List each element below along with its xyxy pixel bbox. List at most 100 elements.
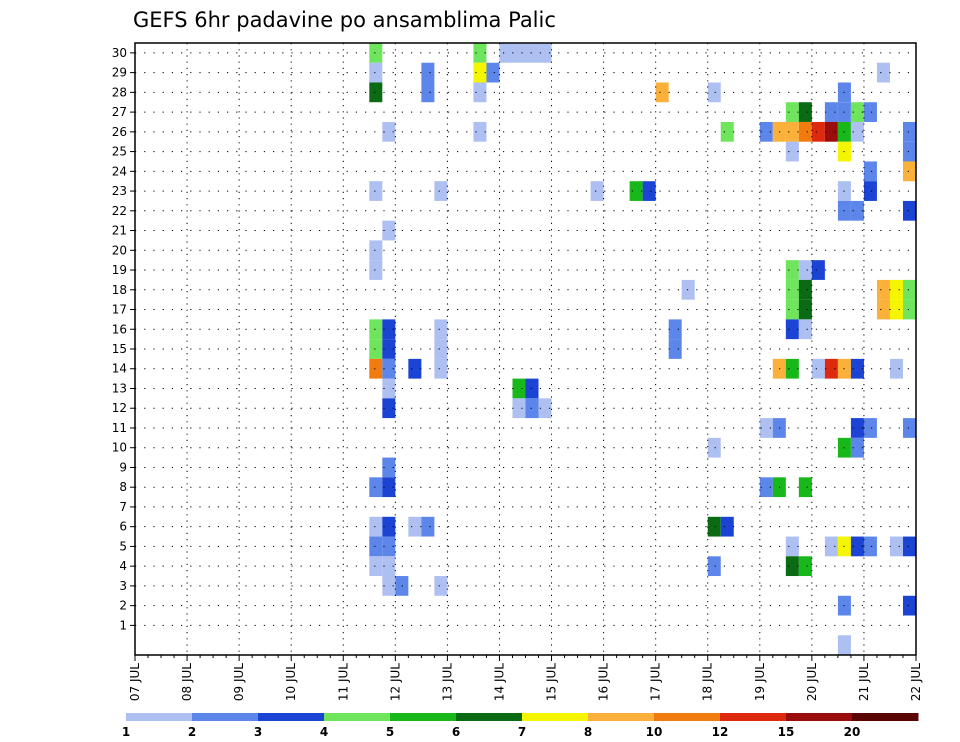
- y-tick-label: 12: [112, 401, 127, 415]
- heatmap-cell: [512, 378, 526, 399]
- heatmap-cell: [434, 339, 448, 359]
- heatmap-cell: [382, 358, 396, 379]
- heatmap-cell: [421, 62, 435, 83]
- heatmap-cell: [798, 102, 812, 122]
- heatmap-cell: [850, 437, 864, 458]
- heatmap-cell: [434, 319, 448, 340]
- heatmap-cell: [525, 43, 539, 63]
- heatmap-cell: [512, 398, 526, 419]
- y-tick-label: 8: [119, 480, 127, 494]
- colorbar-swatch: [786, 713, 853, 721]
- x-tick-label: 17 JUL: [649, 663, 663, 701]
- heatmap-cell: [512, 43, 526, 63]
- heatmap-cell: [759, 477, 773, 498]
- heatmap-cell: [473, 62, 487, 83]
- heatmap-cell: [902, 121, 916, 142]
- heatmap-cell: [785, 121, 799, 142]
- heatmap-cell: [811, 358, 825, 379]
- heatmap-cell: [590, 181, 604, 201]
- x-tick-label: 22 JUL: [909, 663, 923, 701]
- colorbar-swatch: [192, 713, 259, 721]
- heatmap-cell: [369, 516, 383, 537]
- heatmap-cell: [824, 102, 838, 122]
- heatmap-cell: [889, 358, 903, 379]
- y-tick-label: 14: [112, 362, 127, 376]
- cells-layer: [369, 43, 916, 655]
- x-tick-label: 16 JUL: [597, 663, 611, 701]
- colorbar-label: 5: [386, 725, 394, 739]
- colorbar-swatch: [258, 713, 325, 721]
- y-axis: 1234567891011121314151617181920212223242…: [112, 46, 135, 632]
- heatmap-cell: [382, 121, 396, 142]
- y-tick-label: 23: [112, 184, 127, 198]
- y-tick-label: 2: [119, 599, 127, 613]
- heatmap-cell: [473, 43, 487, 63]
- heatmap-cell: [434, 358, 448, 379]
- heatmap-cell: [538, 398, 552, 419]
- heatmap-cell: [850, 121, 864, 142]
- heatmap-cell: [876, 299, 890, 320]
- heatmap-cell: [850, 418, 864, 438]
- heatmap-cell: [850, 358, 864, 379]
- heatmap-cell: [798, 556, 812, 577]
- heatmap-cell: [863, 536, 877, 557]
- y-tick-label: 18: [112, 283, 127, 297]
- heatmap-cell: [785, 358, 799, 379]
- heatmap-cell: [720, 121, 734, 142]
- heatmap-cell: [889, 299, 903, 320]
- heatmap-cell: [486, 62, 500, 83]
- colorbar: 1 2 3 4 5 6 7 8 10 12 15 20: [122, 713, 919, 739]
- heatmap-cell: [889, 536, 903, 557]
- x-tick-label: 08 JUL: [180, 663, 194, 701]
- heatmap-cell: [369, 62, 383, 83]
- y-tick-label: 15: [112, 342, 127, 356]
- heatmap-cell: [382, 576, 396, 596]
- heatmap-cell: [902, 200, 916, 221]
- heatmap-cell: [434, 181, 448, 201]
- x-tick-label: 14 JUL: [492, 663, 506, 701]
- colorbar-swatch: [456, 713, 523, 721]
- heatmap-cell: [902, 161, 916, 182]
- heatmap-cell: [473, 82, 487, 103]
- heatmap-cell: [824, 358, 838, 379]
- colorbar-label: 4: [320, 725, 328, 739]
- heatmap-cell: [369, 82, 383, 103]
- colorbar-swatch: [390, 713, 457, 721]
- heatmap-cell: [369, 477, 383, 498]
- x-tick-label: 07 JUL: [128, 663, 142, 701]
- colorbar-label: 1: [122, 725, 130, 739]
- heatmap-cell: [408, 516, 422, 537]
- y-tick-label: 7: [119, 500, 127, 514]
- heatmap-cell: [538, 43, 552, 63]
- heatmap-cell: [759, 121, 773, 142]
- heatmap-cell: [668, 319, 682, 340]
- heatmap-cell: [902, 418, 916, 438]
- y-tick-label: 20: [112, 243, 127, 257]
- heatmap-cell: [382, 516, 396, 537]
- heatmap-cell: [798, 121, 812, 142]
- colorbar-label: 3: [254, 725, 262, 739]
- heatmap-cell: [811, 121, 825, 142]
- y-tick-label: 11: [112, 421, 127, 435]
- heatmap-cell: [837, 635, 851, 655]
- heatmap-cell: [642, 181, 656, 201]
- heatmap-cell: [902, 299, 916, 320]
- x-tick-label: 12 JUL: [388, 663, 402, 701]
- heatmap-cell: [707, 437, 721, 458]
- heatmap-cell: [629, 181, 643, 201]
- heatmap-cell: [785, 556, 799, 577]
- heatmap-cell: [382, 536, 396, 557]
- y-tick-label: 29: [112, 66, 127, 80]
- x-tick-label: 18 JUL: [701, 663, 715, 701]
- chart-title: GEFS 6hr padavine po ansamblima Palic: [133, 8, 556, 32]
- y-tick-label: 9: [119, 460, 127, 474]
- heatmap-cell: [369, 358, 383, 379]
- y-tick-label: 6: [119, 520, 127, 534]
- heatmap-cell: [902, 595, 916, 616]
- y-tick-label: 27: [112, 105, 127, 119]
- colorbar-label: 10: [646, 725, 663, 739]
- y-tick-label: 21: [112, 224, 127, 238]
- heatmap-cell: [382, 319, 396, 340]
- y-tick-label: 4: [119, 559, 127, 573]
- heatmap-cell: [785, 299, 799, 320]
